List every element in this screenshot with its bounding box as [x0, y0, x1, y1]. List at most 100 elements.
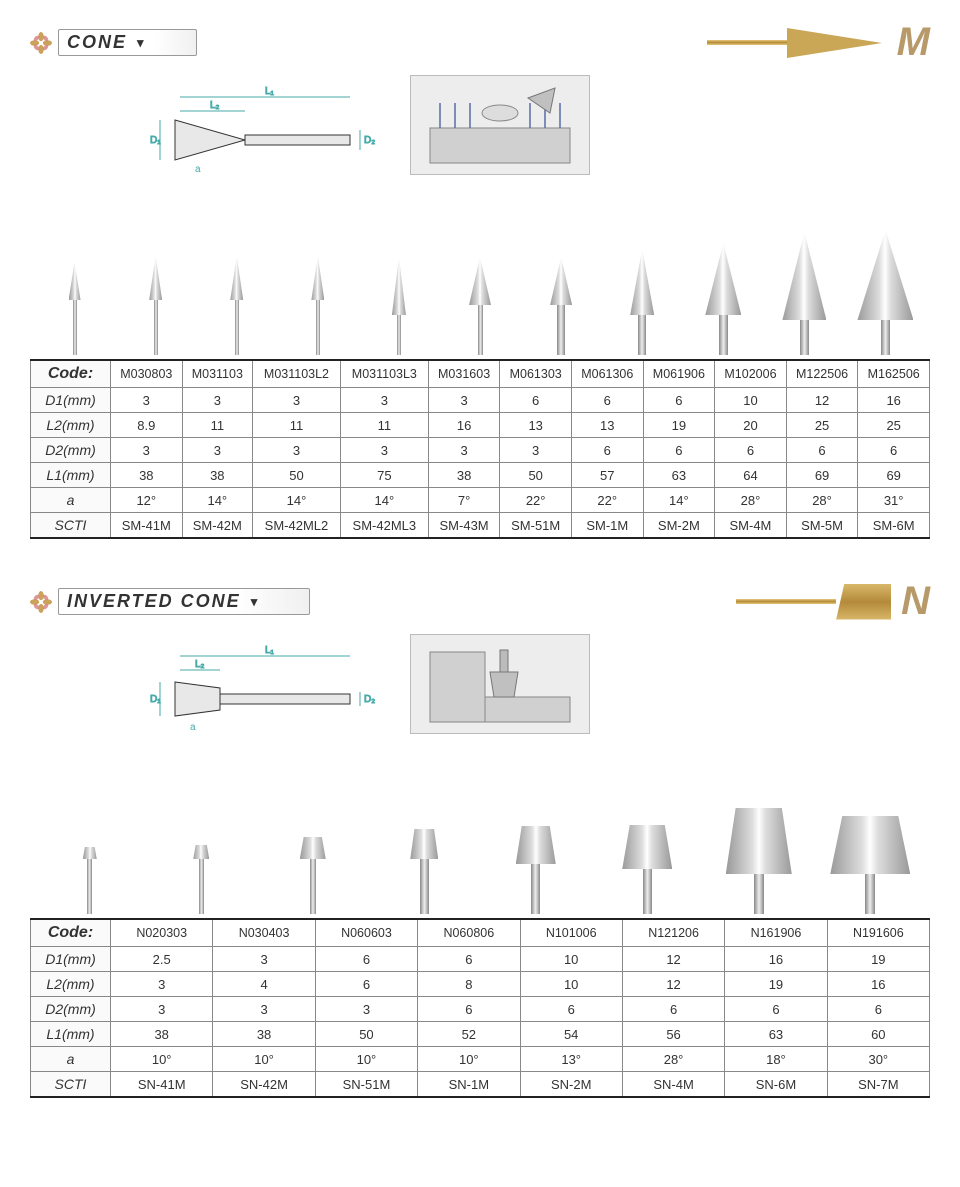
spec-cell: 6 [858, 438, 930, 463]
spec-cell: 64 [715, 463, 787, 488]
row-label: D2(mm) [31, 438, 111, 463]
spec-cell: 6 [571, 388, 643, 413]
cone-tool-images [30, 185, 930, 355]
spec-cell: 3 [315, 997, 417, 1022]
row-label: Code: [31, 360, 111, 388]
spec-cell: 3 [428, 438, 500, 463]
spec-cell: 8 [418, 972, 520, 997]
spec-cell: SM-43M [428, 513, 500, 539]
spec-cell: SN-51M [315, 1072, 417, 1098]
tool-head [410, 829, 438, 859]
row-label: D1(mm) [31, 388, 111, 413]
cone-technical-drawing: L₁ L₂ D₁ D₂ a [150, 85, 380, 175]
tool-image [521, 257, 602, 355]
invcone-hero-tool [736, 584, 891, 620]
tool-head [782, 232, 826, 320]
spec-cell: 63 [643, 463, 715, 488]
spec-cell: M102006 [715, 360, 787, 388]
spec-cell: N191606 [827, 919, 929, 947]
tool-shank [754, 874, 764, 914]
cone-hero-shank [707, 40, 787, 45]
spec-cell: N060806 [418, 919, 520, 947]
tool-image [815, 816, 927, 914]
spec-cell: SN-42M [213, 1072, 315, 1098]
cone-hero-tool [707, 23, 887, 63]
spec-cell: SN-41M [111, 1072, 213, 1098]
dim-l2: L₂ [210, 100, 220, 111]
spec-cell: SN-1M [418, 1072, 520, 1098]
spec-cell: 10° [418, 1047, 520, 1072]
row-label: L1(mm) [31, 1022, 111, 1047]
tool-head [311, 256, 324, 300]
row-label: D2(mm) [31, 997, 111, 1022]
spec-cell: 6 [725, 997, 827, 1022]
tool-shank [638, 315, 646, 355]
spec-cell: 3 [111, 997, 213, 1022]
spec-cell: 6 [643, 388, 715, 413]
tool-head [726, 808, 792, 874]
spec-cell: 12° [111, 488, 183, 513]
spec-cell: 6 [315, 947, 417, 972]
tool-image [369, 829, 481, 914]
spec-cell: 69 [858, 463, 930, 488]
spec-cell: N101006 [520, 919, 622, 947]
spec-cell: M162506 [858, 360, 930, 388]
cone-title-wrap: CONE ▾ [30, 29, 197, 56]
tool-head [622, 825, 672, 869]
spec-cell: 6 [500, 388, 572, 413]
spec-cell: SM-42M [182, 513, 252, 539]
tool-head [83, 847, 97, 859]
spec-cell: M031603 [428, 360, 500, 388]
spec-cell: 3 [428, 388, 500, 413]
spec-cell: 22° [571, 488, 643, 513]
spec-cell: 6 [315, 972, 417, 997]
tool-shank [87, 859, 92, 914]
cone-title: CONE ▾ [58, 29, 197, 56]
spec-cell: 69 [786, 463, 858, 488]
spec-cell: M030803 [111, 360, 183, 388]
cone-section: CONE ▾ M L₁ L₂ D₁ D₂ [30, 20, 930, 539]
row-label: Code: [31, 919, 111, 947]
spec-cell: 11 [340, 413, 428, 438]
spec-cell: 16 [428, 413, 500, 438]
svg-text:D₁: D₁ [150, 694, 161, 705]
spec-cell: 52 [418, 1022, 520, 1047]
spec-cell: 2.5 [111, 947, 213, 972]
spec-cell: 50 [253, 463, 341, 488]
spec-cell: N020303 [111, 919, 213, 947]
spec-cell: M031103 [182, 360, 252, 388]
invcone-technical-drawing: L₁ L₂ D₁ D₂ a [150, 644, 380, 734]
flower-icon [30, 591, 52, 613]
dim-d2: D₂ [364, 135, 375, 146]
spec-cell: 10 [715, 388, 787, 413]
cone-title-text: CONE [67, 32, 127, 53]
spec-cell: 63 [725, 1022, 827, 1047]
spec-cell: 6 [571, 438, 643, 463]
tool-image [439, 257, 520, 355]
tool-head [230, 256, 243, 300]
tool-image [683, 243, 764, 355]
cone-letter: M [897, 20, 930, 65]
spec-cell: 13° [520, 1047, 622, 1072]
row-label: L1(mm) [31, 463, 111, 488]
tool-head [705, 243, 741, 315]
row-label: SCTI [31, 1072, 111, 1098]
tool-image [146, 845, 258, 914]
spec-cell: SN-4M [622, 1072, 724, 1098]
invcone-title-text: INVERTED CONE [67, 591, 241, 612]
spec-cell: 12 [622, 947, 724, 972]
svg-text:a: a [190, 722, 196, 733]
invcone-diagrams: L₁ L₂ D₁ D₂ a [150, 634, 930, 734]
spec-cell: 6 [520, 997, 622, 1022]
spec-cell: 10° [315, 1047, 417, 1072]
spec-cell: 3 [111, 438, 183, 463]
spec-cell: 8.9 [111, 413, 183, 438]
tool-shank [235, 300, 239, 355]
spec-cell: 38 [111, 463, 183, 488]
tool-shank [73, 300, 77, 355]
cone-spec-table: Code:M030803M031103M031103L2M031103L3M03… [30, 359, 930, 539]
cone-application-diagram [410, 75, 590, 175]
spec-cell: 12 [622, 972, 724, 997]
tool-head [193, 845, 209, 859]
invcone-tool-images [30, 744, 930, 914]
